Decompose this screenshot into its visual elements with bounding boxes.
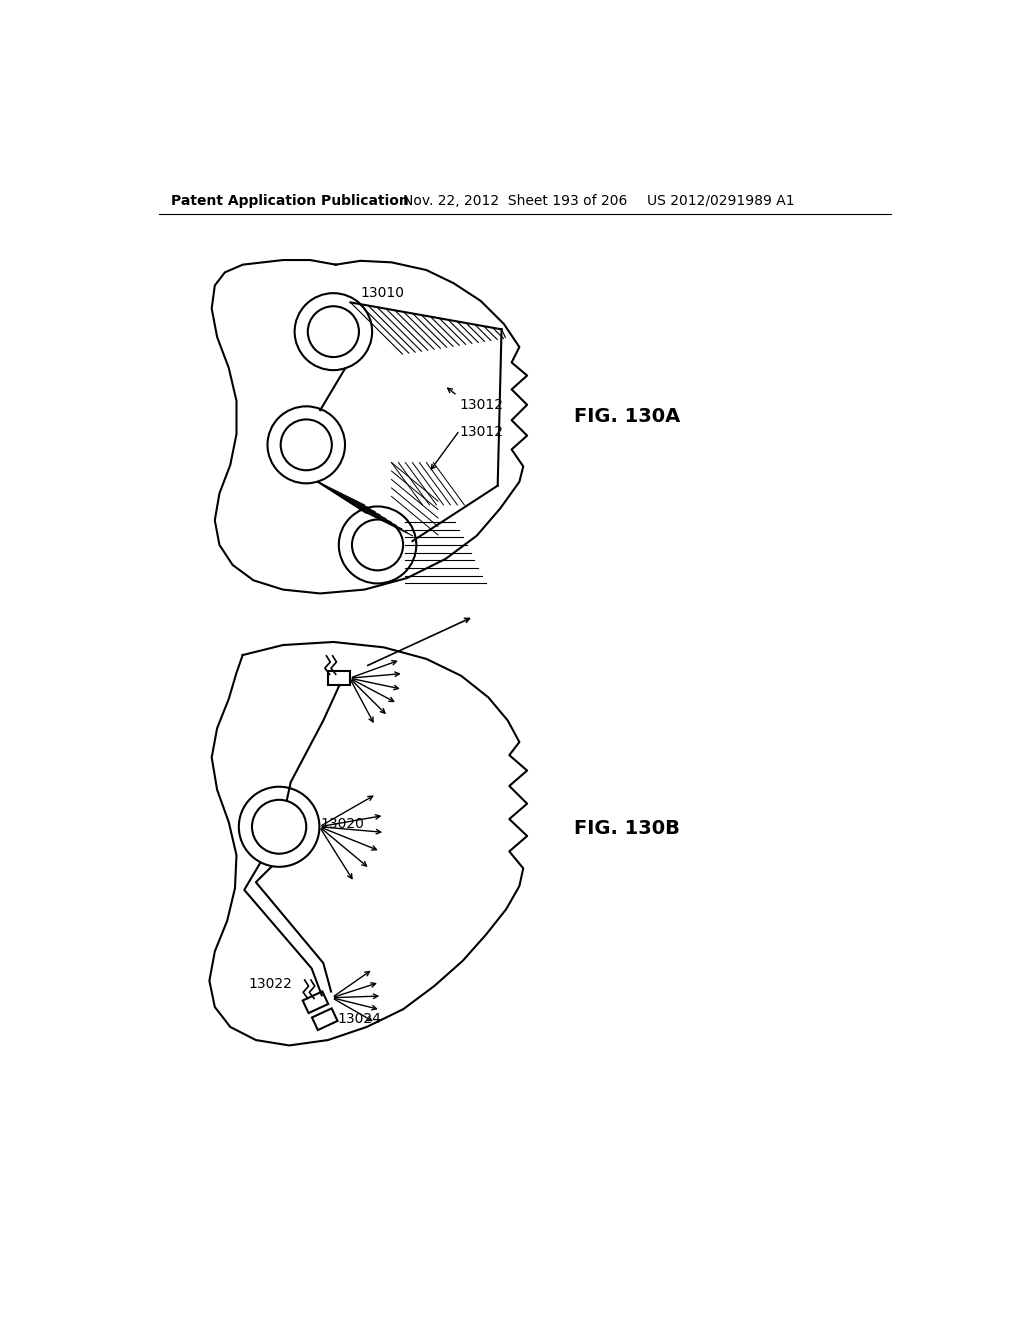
Text: FIG. 130B: FIG. 130B [573, 818, 680, 838]
Text: US 2012/0291989 A1: US 2012/0291989 A1 [647, 194, 795, 207]
Bar [312, 1008, 338, 1030]
Text: Nov. 22, 2012  Sheet 193 of 206: Nov. 22, 2012 Sheet 193 of 206 [403, 194, 628, 207]
Text: 13022: 13022 [248, 977, 292, 991]
Text: 13020: 13020 [321, 817, 365, 832]
Text: 13012: 13012 [460, 397, 504, 412]
Text: 13010: 13010 [360, 286, 404, 300]
Bar [328, 672, 349, 685]
Bar [303, 991, 329, 1014]
Text: 13012: 13012 [460, 425, 504, 438]
Text: FIG. 130A: FIG. 130A [573, 407, 680, 426]
Text: 13024: 13024 [337, 1012, 381, 1026]
Text: Patent Application Publication: Patent Application Publication [171, 194, 409, 207]
